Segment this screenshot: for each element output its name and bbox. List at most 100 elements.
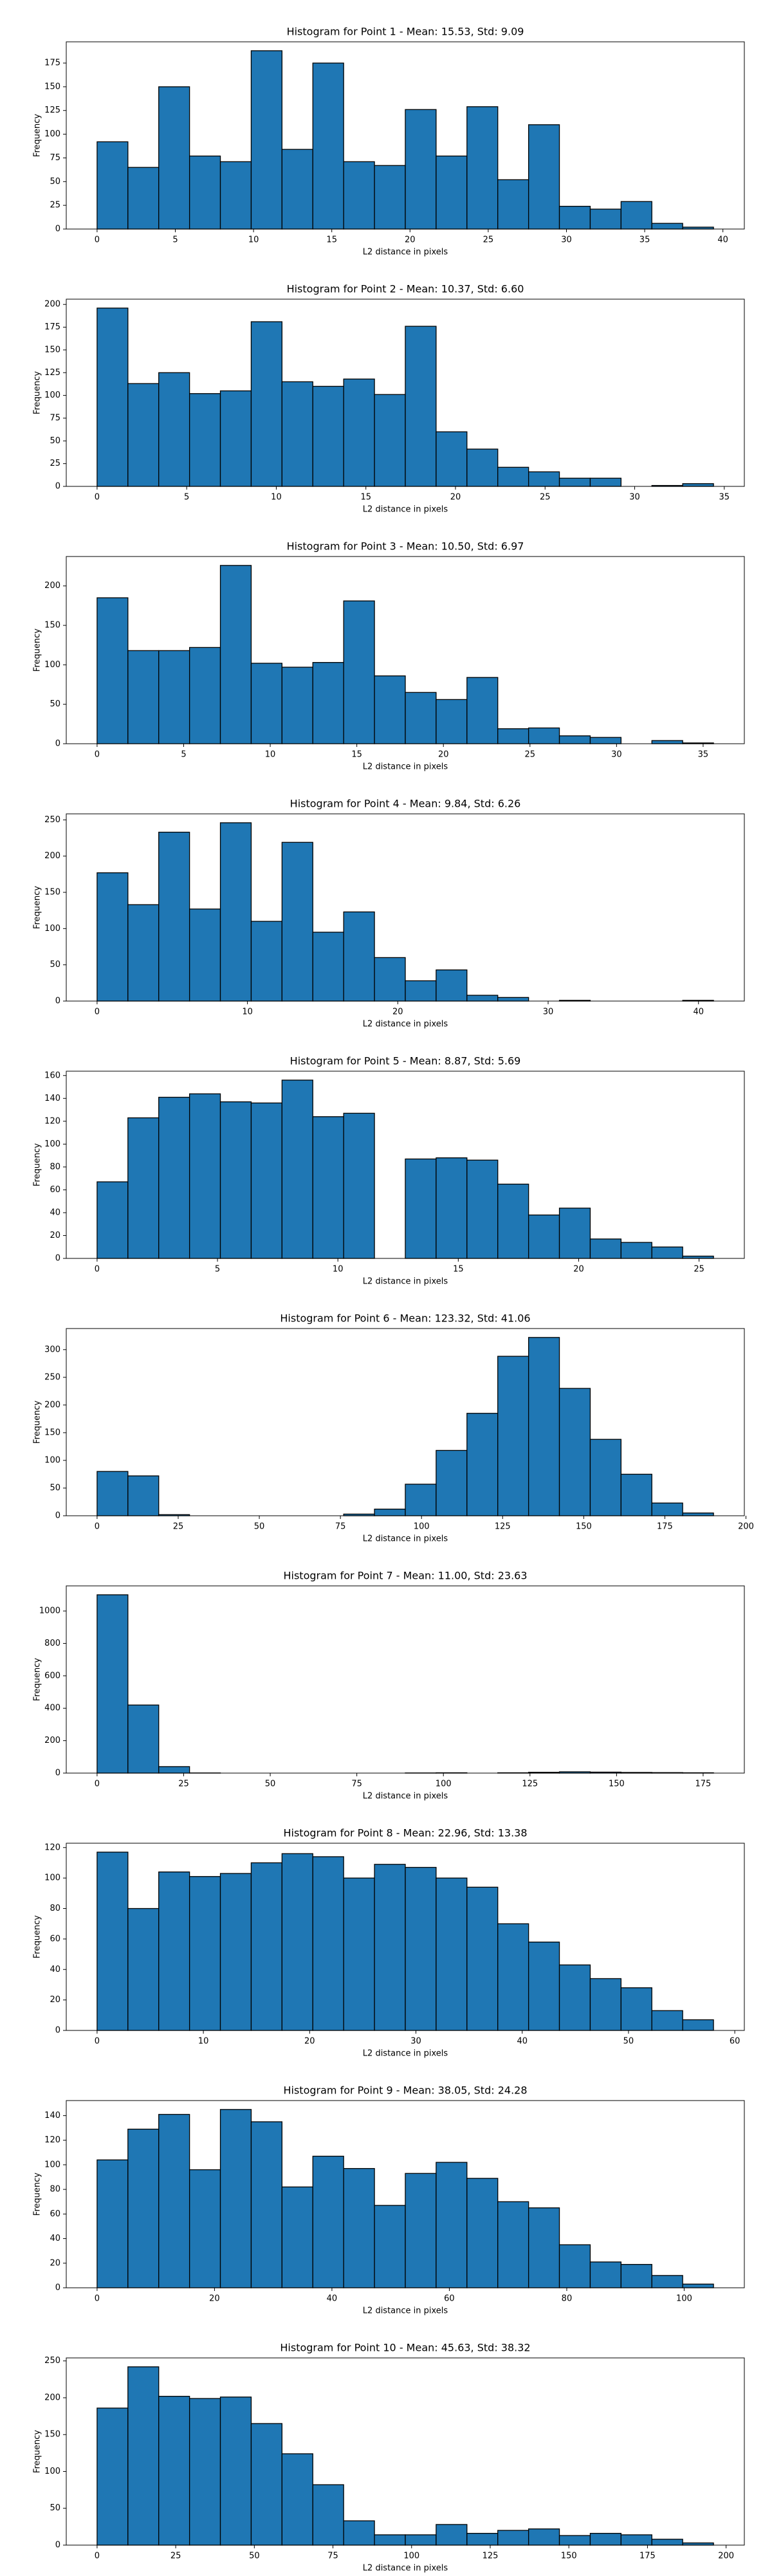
x-axis-label: L2 distance in pixels	[363, 248, 448, 257]
y-tick-label: 100	[44, 1455, 60, 1465]
bar	[498, 1184, 529, 1258]
bar	[436, 970, 467, 1001]
bar	[282, 149, 313, 229]
bar	[652, 2010, 683, 2030]
x-tick-label: 35	[639, 235, 650, 245]
bar	[221, 161, 252, 229]
chart-title: Histogram for Point 8 - Mean: 22.96, Std…	[283, 1827, 527, 1839]
y-tick-label: 200	[44, 1400, 60, 1410]
x-tick-label: 100	[436, 1780, 452, 1789]
bar	[560, 207, 591, 229]
y-tick-label: 0	[55, 1511, 60, 1521]
bar	[282, 667, 313, 744]
y-tick-label: 100	[44, 2467, 60, 2476]
x-tick-label: 5	[215, 1265, 220, 1274]
y-tick-label: 400	[44, 1704, 60, 1713]
bar	[560, 478, 591, 486]
y-tick-label: 200	[44, 851, 60, 861]
y-tick-label: 60	[50, 2209, 60, 2219]
x-tick-label: 35	[698, 750, 709, 760]
bar	[159, 373, 190, 486]
x-tick-label: 125	[522, 1780, 538, 1789]
x-tick-label: 20	[450, 493, 461, 502]
y-tick-label: 0	[55, 2283, 60, 2293]
x-axis-label: L2 distance in pixels	[363, 762, 448, 772]
x-tick-label: 15	[326, 235, 337, 245]
y-tick-label: 50	[50, 1483, 60, 1493]
x-tick-label: 0	[95, 493, 100, 502]
y-tick-label: 0	[55, 2026, 60, 2036]
y-tick-label: 800	[44, 1639, 60, 1648]
x-tick-label: 75	[327, 2552, 338, 2561]
bar	[128, 167, 159, 229]
x-tick-label: 20	[209, 2294, 220, 2304]
x-tick-label: 10	[265, 750, 276, 760]
x-tick-label: 0	[95, 1780, 100, 1789]
chart-title: Histogram for Point 9 - Mean: 38.05, Std…	[283, 2084, 527, 2097]
bar	[374, 165, 405, 229]
bar	[128, 650, 159, 744]
y-tick-label: 150	[44, 888, 60, 897]
bar	[97, 1182, 128, 1258]
x-tick-label: 25	[525, 750, 536, 760]
bar	[683, 2019, 713, 2030]
bar	[529, 728, 560, 744]
x-tick-label: 50	[623, 2037, 634, 2047]
bar	[498, 179, 529, 229]
y-tick-label: 0	[55, 1769, 60, 1778]
y-tick-label: 50	[50, 960, 60, 970]
bar	[405, 1868, 436, 2030]
bar	[621, 201, 652, 229]
x-tick-label: 35	[719, 493, 730, 502]
bar	[313, 1857, 344, 2030]
bar	[621, 1988, 652, 2030]
bar	[621, 1474, 652, 1516]
y-axis-label: Frequency	[33, 371, 42, 414]
y-axis-label: Frequency	[33, 1401, 42, 1444]
x-tick-label: 30	[629, 493, 640, 502]
bar	[190, 156, 221, 229]
y-tick-label: 100	[44, 391, 60, 400]
bar	[344, 1113, 374, 1258]
bar	[282, 382, 313, 486]
y-tick-label: 150	[44, 345, 60, 354]
y-tick-label: 50	[50, 699, 60, 709]
bar	[313, 932, 344, 1001]
y-tick-label: 20	[50, 2258, 60, 2268]
bar	[683, 1256, 713, 1258]
chart-title: Histogram for Point 4 - Mean: 9.84, Std:…	[290, 798, 521, 810]
bar	[159, 650, 190, 744]
bar	[128, 1909, 159, 2030]
bar	[560, 736, 591, 744]
bar	[590, 2534, 621, 2545]
bar	[436, 1878, 467, 2030]
x-axis-label: L2 distance in pixels	[363, 2564, 448, 2573]
y-tick-label: 20	[50, 1231, 60, 1240]
bar	[498, 1356, 529, 1516]
y-tick-label: 175	[44, 322, 60, 332]
bar	[652, 223, 683, 229]
bar	[467, 2178, 498, 2288]
bar	[128, 383, 159, 486]
bar	[344, 1878, 374, 2030]
x-tick-label: 150	[561, 2552, 577, 2561]
y-tick-label: 120	[44, 1843, 60, 1852]
bar	[652, 741, 683, 744]
bar	[374, 957, 405, 1001]
bar	[683, 2284, 713, 2288]
y-tick-label: 0	[55, 2541, 60, 2550]
bar	[313, 1117, 344, 1258]
bar	[405, 980, 436, 1001]
bar	[97, 598, 128, 744]
bar	[221, 566, 252, 744]
x-tick-label: 25	[170, 2552, 181, 2561]
x-tick-label: 100	[676, 2294, 692, 2304]
bar	[621, 2535, 652, 2545]
bar	[251, 2122, 282, 2288]
y-tick-label: 75	[50, 153, 60, 163]
bar	[498, 2202, 529, 2288]
x-tick-label: 50	[254, 1522, 265, 1532]
bar	[590, 1239, 621, 1258]
x-tick-label: 0	[95, 1007, 100, 1017]
